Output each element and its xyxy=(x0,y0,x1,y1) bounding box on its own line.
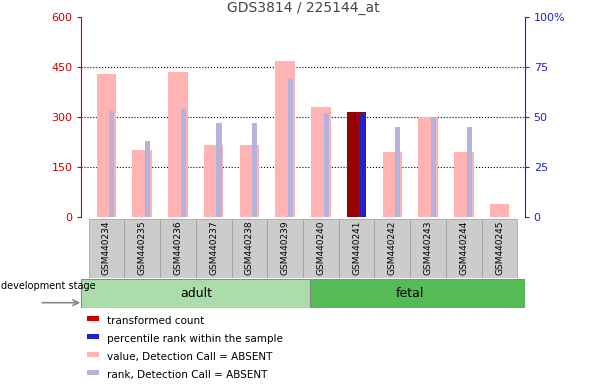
Text: GSM440245: GSM440245 xyxy=(495,221,504,275)
Text: GSM440237: GSM440237 xyxy=(209,221,218,275)
Bar xyxy=(395,127,400,217)
Bar xyxy=(252,123,257,217)
Text: GSM440242: GSM440242 xyxy=(388,221,397,275)
FancyBboxPatch shape xyxy=(374,219,410,278)
Text: rank, Detection Call = ABSENT: rank, Detection Call = ABSENT xyxy=(107,370,267,380)
Bar xyxy=(490,204,510,217)
Bar xyxy=(87,316,99,321)
Bar xyxy=(311,107,330,217)
Bar xyxy=(87,334,99,339)
Bar xyxy=(87,352,99,357)
Text: GSM440240: GSM440240 xyxy=(317,221,326,275)
Bar xyxy=(382,152,402,217)
FancyBboxPatch shape xyxy=(160,219,196,278)
Text: GSM440236: GSM440236 xyxy=(174,221,183,275)
Text: percentile rank within the sample: percentile rank within the sample xyxy=(107,334,283,344)
Bar xyxy=(168,72,188,217)
Bar xyxy=(239,146,259,217)
Bar xyxy=(216,123,222,217)
Text: fetal: fetal xyxy=(396,287,425,300)
Bar xyxy=(418,117,438,217)
Text: adult: adult xyxy=(180,287,212,300)
Text: GSM440238: GSM440238 xyxy=(245,221,254,275)
Text: transformed count: transformed count xyxy=(107,316,204,326)
Bar xyxy=(431,117,436,217)
FancyBboxPatch shape xyxy=(410,219,446,278)
Text: GSM440241: GSM440241 xyxy=(352,221,361,275)
FancyBboxPatch shape xyxy=(196,219,232,278)
Bar xyxy=(276,61,295,217)
Bar xyxy=(87,370,99,375)
Bar xyxy=(347,112,367,217)
FancyBboxPatch shape xyxy=(267,219,303,278)
FancyBboxPatch shape xyxy=(446,219,482,278)
Text: GSM440239: GSM440239 xyxy=(280,221,289,275)
Bar xyxy=(145,141,150,217)
FancyBboxPatch shape xyxy=(89,219,124,278)
Bar xyxy=(324,113,329,217)
Text: GSM440235: GSM440235 xyxy=(137,221,147,275)
Text: value, Detection Call = ABSENT: value, Detection Call = ABSENT xyxy=(107,352,273,362)
FancyBboxPatch shape xyxy=(482,219,517,278)
FancyBboxPatch shape xyxy=(81,279,310,308)
Bar xyxy=(96,74,116,217)
FancyBboxPatch shape xyxy=(124,219,160,278)
FancyBboxPatch shape xyxy=(232,219,267,278)
FancyBboxPatch shape xyxy=(310,279,525,308)
Bar xyxy=(454,152,474,217)
FancyBboxPatch shape xyxy=(339,219,374,278)
Text: GSM440244: GSM440244 xyxy=(459,221,469,275)
Text: GSM440234: GSM440234 xyxy=(102,221,111,275)
FancyBboxPatch shape xyxy=(303,219,339,278)
Bar xyxy=(109,111,115,217)
Bar xyxy=(180,109,186,217)
Bar xyxy=(467,127,472,217)
Bar xyxy=(288,79,293,217)
Bar xyxy=(204,146,224,217)
Title: GDS3814 / 225144_at: GDS3814 / 225144_at xyxy=(227,1,379,15)
Bar xyxy=(359,113,365,217)
Bar xyxy=(132,151,152,217)
Text: development stage: development stage xyxy=(1,281,95,291)
Text: GSM440243: GSM440243 xyxy=(423,221,432,275)
